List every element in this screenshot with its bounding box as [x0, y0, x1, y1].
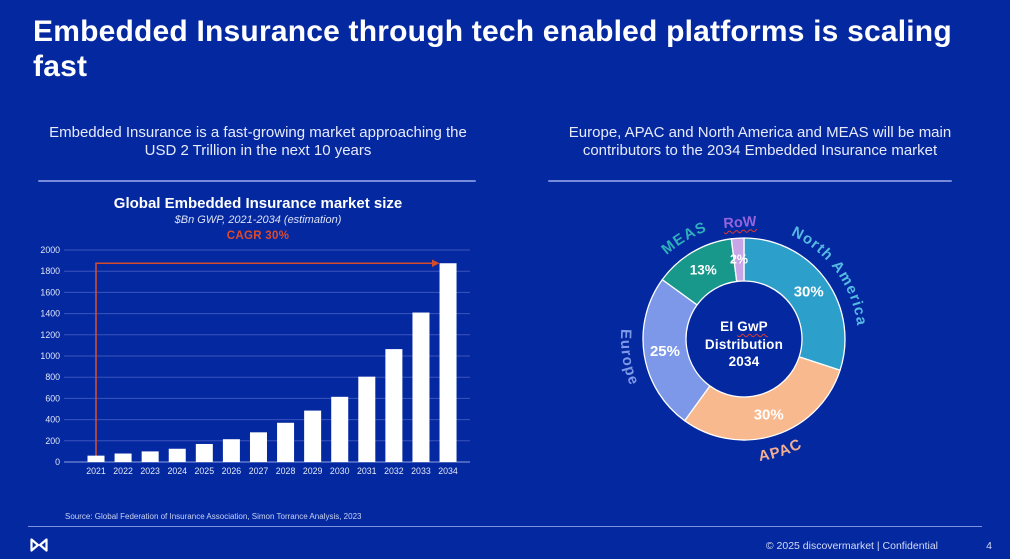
- svg-text:2032: 2032: [384, 466, 404, 476]
- svg-text:1000: 1000: [40, 351, 60, 361]
- svg-text:2033: 2033: [411, 466, 431, 476]
- svg-text:2023: 2023: [140, 466, 160, 476]
- donut-label-apac: APAC: [757, 435, 805, 465]
- discovermarket-logo-icon: [30, 538, 48, 552]
- svg-text:1200: 1200: [40, 330, 60, 340]
- left-panel-subtitle: Embedded Insurance is a fast-growing mar…: [49, 124, 467, 160]
- svg-text:1600: 1600: [40, 287, 60, 297]
- svg-text:2000: 2000: [40, 245, 60, 255]
- svg-text:2%: 2%: [730, 253, 748, 267]
- right-divider: [548, 180, 952, 182]
- center-label-ei: EI: [720, 319, 734, 334]
- svg-text:1800: 1800: [40, 266, 60, 276]
- donut-center-label: EI GwP Distribution 2034: [669, 318, 819, 371]
- svg-text:2026: 2026: [222, 466, 242, 476]
- svg-text:30%: 30%: [754, 407, 784, 424]
- svg-text:2021: 2021: [86, 466, 106, 476]
- svg-text:30%: 30%: [794, 283, 824, 300]
- svg-text:800: 800: [45, 372, 60, 382]
- row-label-text: RoW: [722, 213, 758, 233]
- svg-text:0: 0: [55, 457, 60, 467]
- market-size-bar-chart: 0 200 400 600 800 1000 1200 1400 1600 1800 2000 202…: [40, 245, 470, 476]
- center-label-year: 2034: [728, 354, 760, 370]
- left-divider: [38, 180, 476, 182]
- svg-text:2022: 2022: [113, 466, 133, 476]
- bar-chart-subtitle: $Bn GWP, 2021-2034 (estimation): [174, 214, 342, 226]
- gwp-distribution-donut-chart: 30%North America30%APAC25%Europe13%MEAS2…: [617, 219, 869, 465]
- svg-text:2031: 2031: [357, 466, 377, 476]
- svg-text:2034: 2034: [438, 466, 458, 476]
- slide-title: Embedded Insurance through tech enabled …: [33, 15, 952, 84]
- svg-text:2025: 2025: [195, 466, 215, 476]
- center-label-gwp: GwP: [737, 319, 768, 334]
- page-number: 4: [986, 540, 992, 552]
- cagr-annotation: CAGR 30%: [226, 230, 290, 242]
- svg-text:600: 600: [45, 393, 60, 403]
- bar-chart-title: Global Embedded Insurance market size: [113, 195, 403, 212]
- svg-text:1400: 1400: [40, 309, 60, 319]
- svg-text:2024: 2024: [167, 466, 187, 476]
- footer-divider: [28, 526, 982, 527]
- svg-text:2030: 2030: [330, 466, 350, 476]
- source-note: Source: Global Federation of Insurance A…: [65, 512, 362, 521]
- svg-text:25%: 25%: [650, 343, 680, 360]
- donut-label-europe: Europe: [617, 329, 643, 388]
- center-label-distribution: Distribution: [704, 336, 784, 352]
- footer-copyright: © 2025 discovermarket | Confidential: [765, 540, 938, 552]
- svg-text:2028: 2028: [276, 466, 296, 476]
- svg-text:200: 200: [45, 436, 60, 446]
- svg-text:13%: 13%: [690, 263, 717, 278]
- right-panel-subtitle: Europe, APAC and North America and MEAS …: [568, 124, 952, 160]
- svg-text:2029: 2029: [303, 466, 323, 476]
- svg-text:2027: 2027: [249, 466, 269, 476]
- svg-text:400: 400: [45, 415, 60, 425]
